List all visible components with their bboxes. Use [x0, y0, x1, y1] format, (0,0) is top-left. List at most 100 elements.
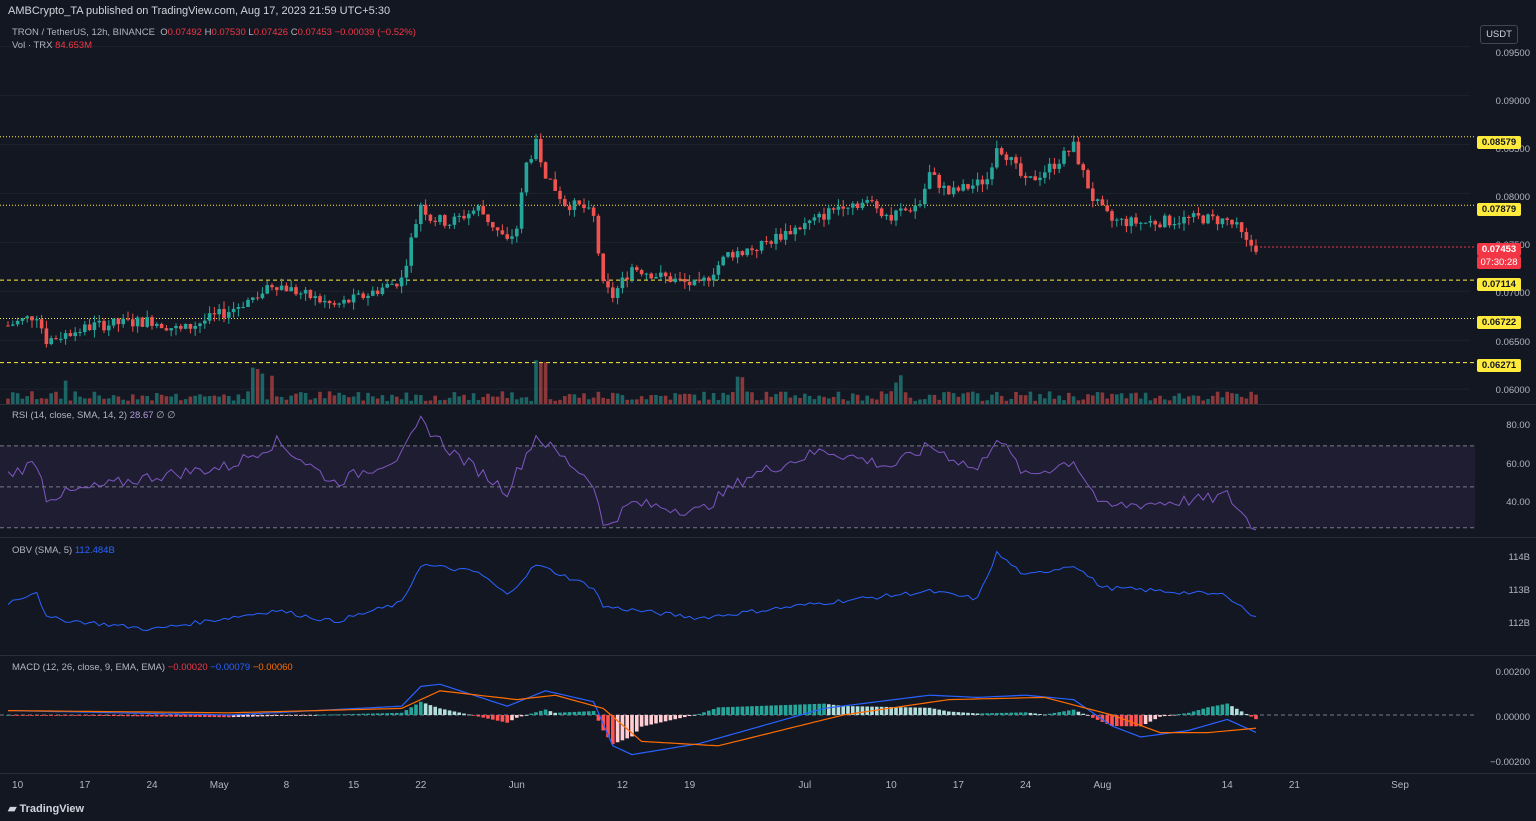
candle: [1124, 218, 1129, 227]
price-chart[interactable]: [0, 22, 1536, 404]
volume-bar: [361, 400, 365, 404]
obv-chart[interactable]: [0, 538, 1536, 656]
candle: [275, 287, 279, 290]
obv-tick: 112B: [1508, 618, 1530, 629]
macd-histogram-bar: [615, 715, 620, 743]
time-tick: May: [209, 780, 229, 791]
volume-bar: [649, 395, 653, 404]
obv-tick: 113B: [1508, 585, 1530, 596]
macd-histogram-bar: [1225, 703, 1229, 715]
macd-histogram-bar: [692, 714, 697, 716]
macd-histogram-bar: [1220, 704, 1225, 715]
candle: [1148, 221, 1153, 223]
macd-histogram-bar: [1028, 712, 1033, 715]
price-tick: 0.06500: [1495, 337, 1530, 348]
candle: [356, 293, 361, 295]
price-tick: 0.08000: [1495, 192, 1530, 203]
macd-histogram-bar: [1167, 715, 1172, 716]
obv-pane[interactable]: [0, 537, 1536, 656]
macd-histogram-bar: [563, 712, 567, 715]
macd-histogram-bar: [150, 715, 154, 717]
price-pane[interactable]: [0, 22, 1536, 404]
candle: [1220, 218, 1225, 225]
macd-histogram-bar: [356, 713, 361, 715]
macd-histogram-bar: [659, 715, 663, 723]
publisher-text: AMBCrypto_TA published on TradingView.co…: [8, 5, 391, 17]
macd-histogram-bar: [851, 706, 855, 715]
candle: [1163, 215, 1167, 228]
volume-bar: [395, 396, 399, 404]
volume-bar: [702, 391, 706, 404]
macd-histogram-bar: [260, 715, 265, 717]
volume-bar: [635, 399, 639, 404]
volume-bar: [131, 394, 135, 404]
candle: [169, 328, 173, 331]
macd-histogram-bar: [342, 714, 346, 716]
macd-histogram-bar: [1249, 715, 1253, 717]
volume-bar: [111, 395, 116, 404]
candle: [135, 317, 140, 327]
macd-histogram-bar: [375, 713, 380, 715]
candle: [726, 252, 730, 257]
candle: [529, 159, 533, 163]
volume-bar: [711, 392, 716, 404]
volume-bar: [923, 399, 927, 404]
macd-histogram-bar: [1067, 710, 1071, 715]
macd-histogram-bar: [774, 705, 778, 715]
volume-bar: [1143, 392, 1148, 404]
volume-bar: [337, 392, 341, 404]
volume-bar: [423, 400, 428, 404]
candle: [495, 227, 500, 231]
rsi-pane[interactable]: [0, 404, 1536, 538]
candle: [68, 333, 73, 337]
candle: [827, 208, 831, 220]
volume-bar: [231, 400, 236, 404]
volume-bar: [1187, 396, 1191, 404]
volume-bar: [1038, 394, 1042, 404]
rsi-extra: ∅ ∅: [156, 410, 176, 421]
high-label: H: [204, 27, 212, 38]
candle: [1172, 224, 1177, 226]
volume-bar: [332, 395, 337, 404]
macd-histogram-bar: [409, 707, 413, 715]
macd-histogram-bar: [361, 713, 365, 715]
candle: [913, 205, 917, 212]
candle: [380, 287, 385, 294]
macd-histogram-bar: [1038, 714, 1042, 715]
candle: [236, 307, 241, 309]
candle: [145, 317, 149, 327]
macd-chart[interactable]: [0, 656, 1536, 774]
currency-button[interactable]: USDT: [1480, 25, 1518, 44]
volume-bar: [851, 393, 855, 404]
volume-bar: [443, 399, 447, 404]
macd-histogram-bar: [337, 714, 341, 716]
rsi-chart[interactable]: [0, 405, 1536, 538]
candle: [1177, 223, 1181, 225]
volume-bar: [476, 399, 481, 404]
candle: [1249, 239, 1253, 246]
macd-histogram-bar: [327, 714, 332, 716]
macd-histogram-bar: [1086, 715, 1090, 716]
volume-bar: [486, 393, 490, 404]
candle: [947, 185, 951, 195]
candle: [433, 220, 437, 222]
volume-bar: [1158, 395, 1162, 404]
macd-histogram-bar: [347, 714, 351, 715]
tradingview-logo: ▰ TradingView: [8, 802, 84, 815]
macd-histogram-bar: [1139, 715, 1143, 727]
candle: [92, 322, 97, 331]
volume-bar: [951, 393, 956, 404]
time-tick: Sep: [1391, 780, 1409, 791]
candle: [1028, 176, 1033, 178]
volume-bar: [860, 400, 865, 404]
macd-histogram-bar: [404, 710, 409, 715]
candle: [1095, 199, 1100, 201]
candle: [596, 215, 601, 254]
macd-histogram-bar: [1115, 715, 1119, 727]
volume-bar: [846, 400, 850, 404]
macd-histogram-bar: [788, 704, 793, 715]
candle: [462, 215, 466, 219]
volume-bar: [371, 396, 375, 404]
publisher-bar: AMBCrypto_TA published on TradingView.co…: [0, 0, 1536, 22]
macd-pane[interactable]: [0, 655, 1536, 774]
